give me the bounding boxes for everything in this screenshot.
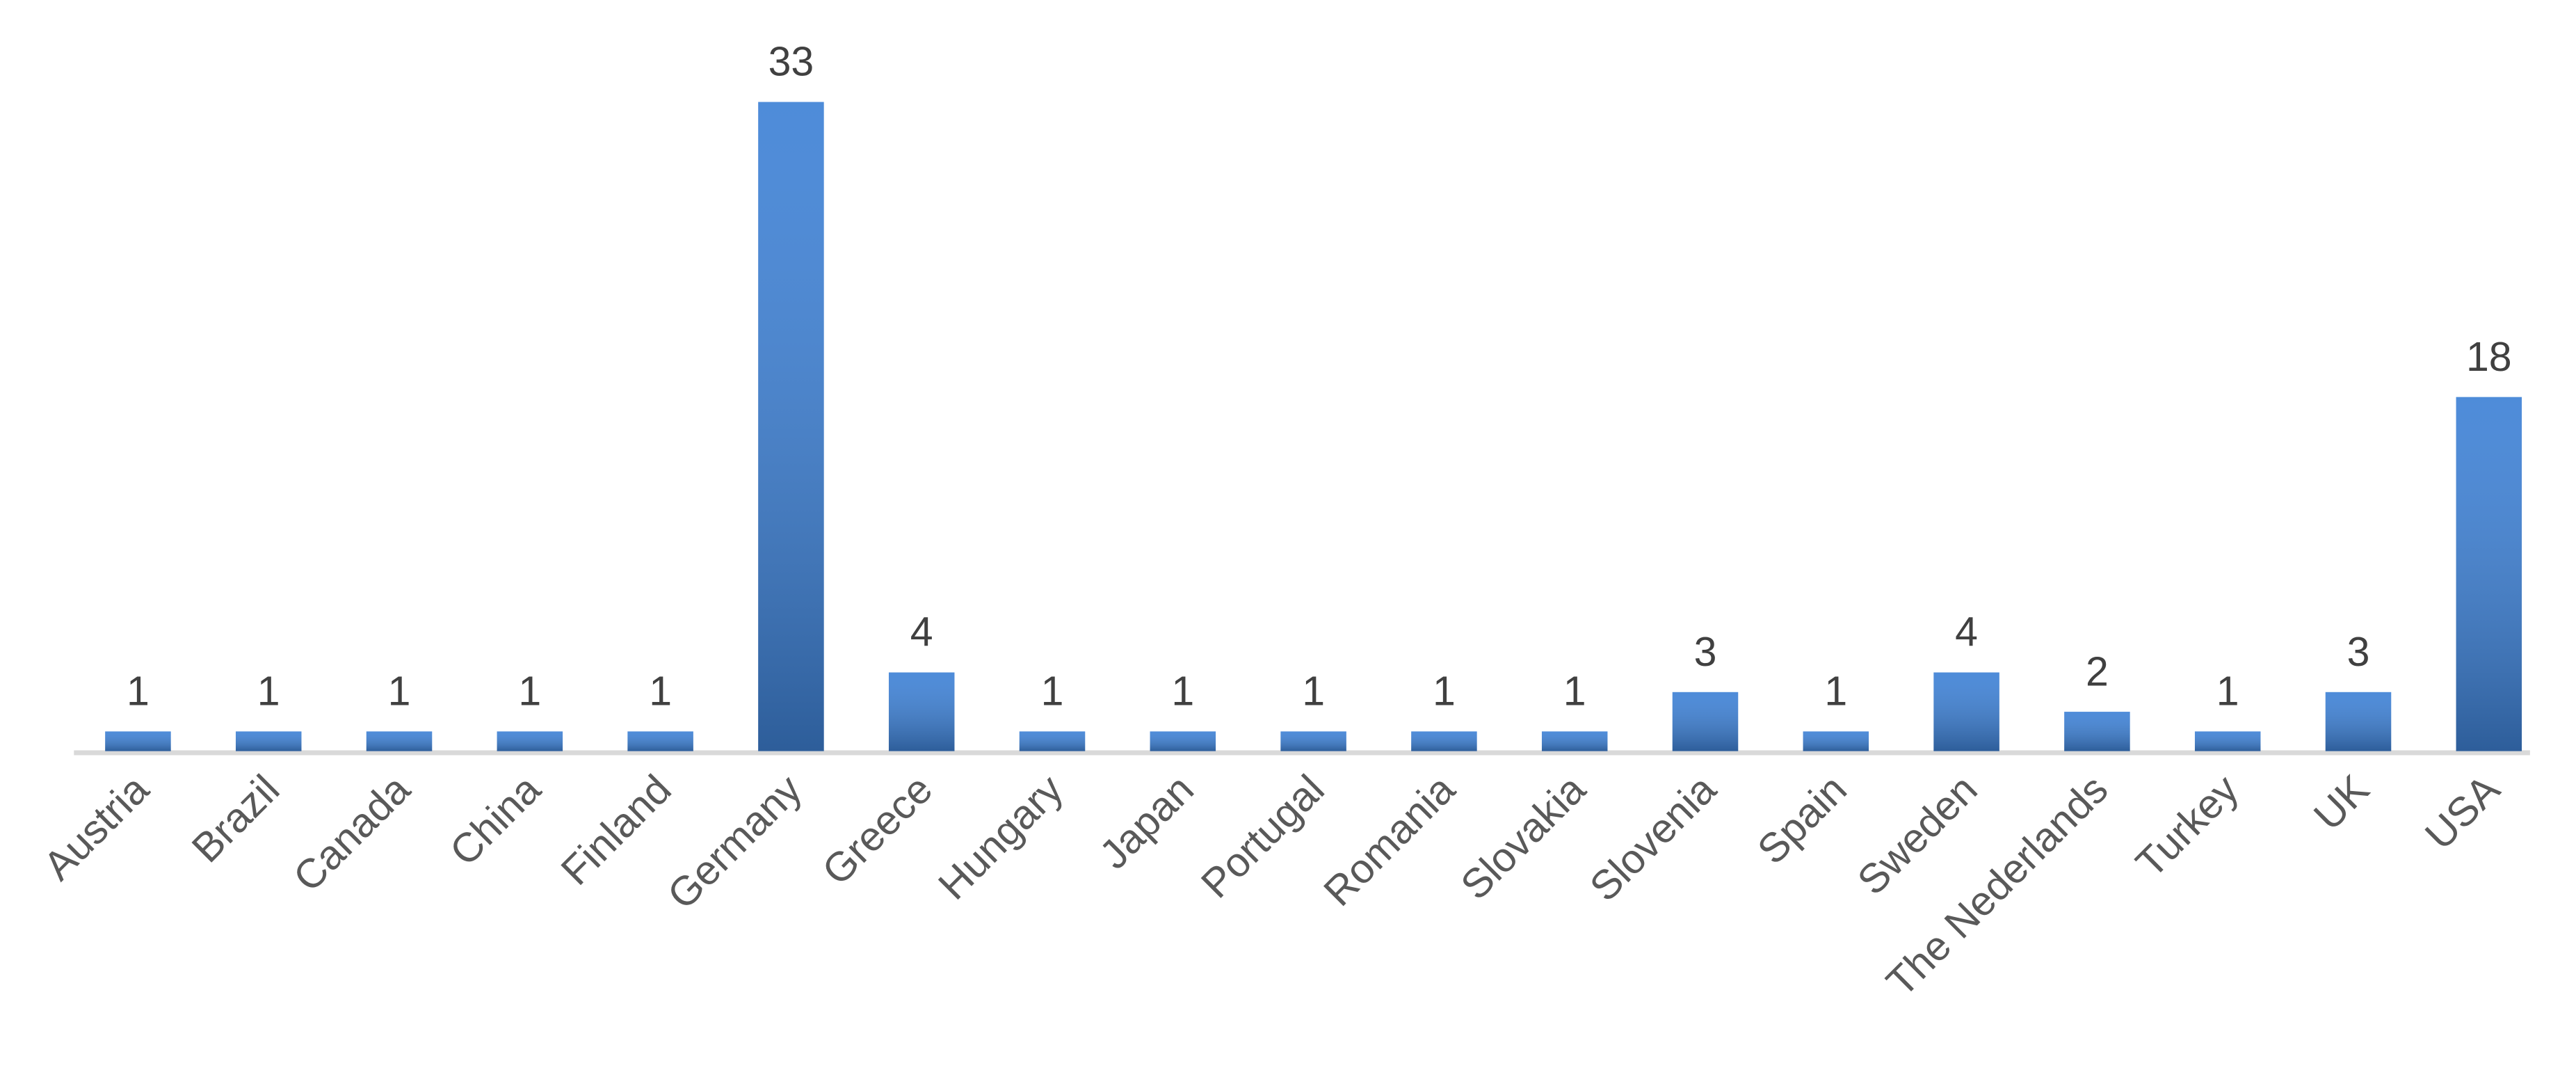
data-label: 1 bbox=[127, 669, 150, 714]
bar bbox=[1803, 731, 1869, 751]
x-tick-label: China bbox=[441, 766, 549, 875]
x-tick-label: Brazil bbox=[183, 766, 288, 871]
x-tick-label: Germany bbox=[659, 766, 811, 918]
data-label: 1 bbox=[518, 669, 541, 714]
bar bbox=[1411, 731, 1477, 751]
bar bbox=[758, 102, 824, 751]
bar bbox=[2064, 712, 2130, 751]
x-tick-label: Hungary bbox=[930, 766, 1072, 909]
x-tick-label: Romania bbox=[1315, 766, 1464, 915]
bar bbox=[1933, 672, 1999, 751]
bar bbox=[497, 731, 563, 751]
bar bbox=[2325, 692, 2392, 751]
data-label: 1 bbox=[649, 669, 672, 714]
bar bbox=[1672, 692, 1739, 751]
data-label: 1 bbox=[1433, 669, 1456, 714]
bar bbox=[1019, 731, 1086, 751]
x-tick-label: Slovakia bbox=[1452, 766, 1595, 909]
x-tick-label: The Nederlands bbox=[1878, 766, 2117, 1005]
bar bbox=[1280, 731, 1346, 751]
bar bbox=[627, 731, 693, 751]
x-tick-label: Sweden bbox=[1849, 766, 1986, 904]
bar bbox=[1150, 731, 1216, 751]
x-tick-label: Portugal bbox=[1193, 766, 1333, 907]
data-label: 1 bbox=[1563, 669, 1586, 714]
data-label: 1 bbox=[1041, 669, 1064, 714]
data-label: 3 bbox=[2347, 629, 2370, 675]
x-tick-label: Spain bbox=[1748, 766, 1855, 872]
data-label: 1 bbox=[257, 669, 280, 714]
data-label: 4 bbox=[1955, 609, 1978, 655]
bar bbox=[366, 731, 433, 751]
data-label: 1 bbox=[1824, 669, 1847, 714]
bar bbox=[1541, 731, 1608, 751]
data-label: 1 bbox=[2216, 669, 2239, 714]
x-tick-label: Japan bbox=[1090, 766, 1202, 877]
x-tick-label: Greece bbox=[814, 766, 942, 894]
data-label: 3 bbox=[1694, 629, 1717, 675]
bar bbox=[235, 731, 302, 751]
bar bbox=[105, 731, 171, 751]
x-tick-label: UK bbox=[2305, 766, 2378, 839]
bar bbox=[2194, 731, 2261, 751]
data-label: 2 bbox=[2086, 648, 2109, 694]
data-label: 33 bbox=[768, 39, 814, 85]
data-label: 1 bbox=[1171, 669, 1194, 714]
x-tick-label: Austria bbox=[35, 766, 158, 889]
data-label: 4 bbox=[910, 609, 933, 655]
x-tick-label: USA bbox=[2416, 766, 2509, 859]
x-tick-label: Turkey bbox=[2127, 766, 2248, 886]
data-label: 1 bbox=[1302, 669, 1325, 714]
data-label: 1 bbox=[388, 669, 411, 714]
x-tick-label: Finland bbox=[552, 766, 680, 894]
bar bbox=[888, 672, 955, 751]
bar bbox=[2456, 397, 2522, 751]
x-tick-label: Slovenia bbox=[1581, 766, 1725, 910]
data-label: 18 bbox=[2466, 334, 2512, 380]
x-tick-label: Canada bbox=[284, 766, 419, 900]
